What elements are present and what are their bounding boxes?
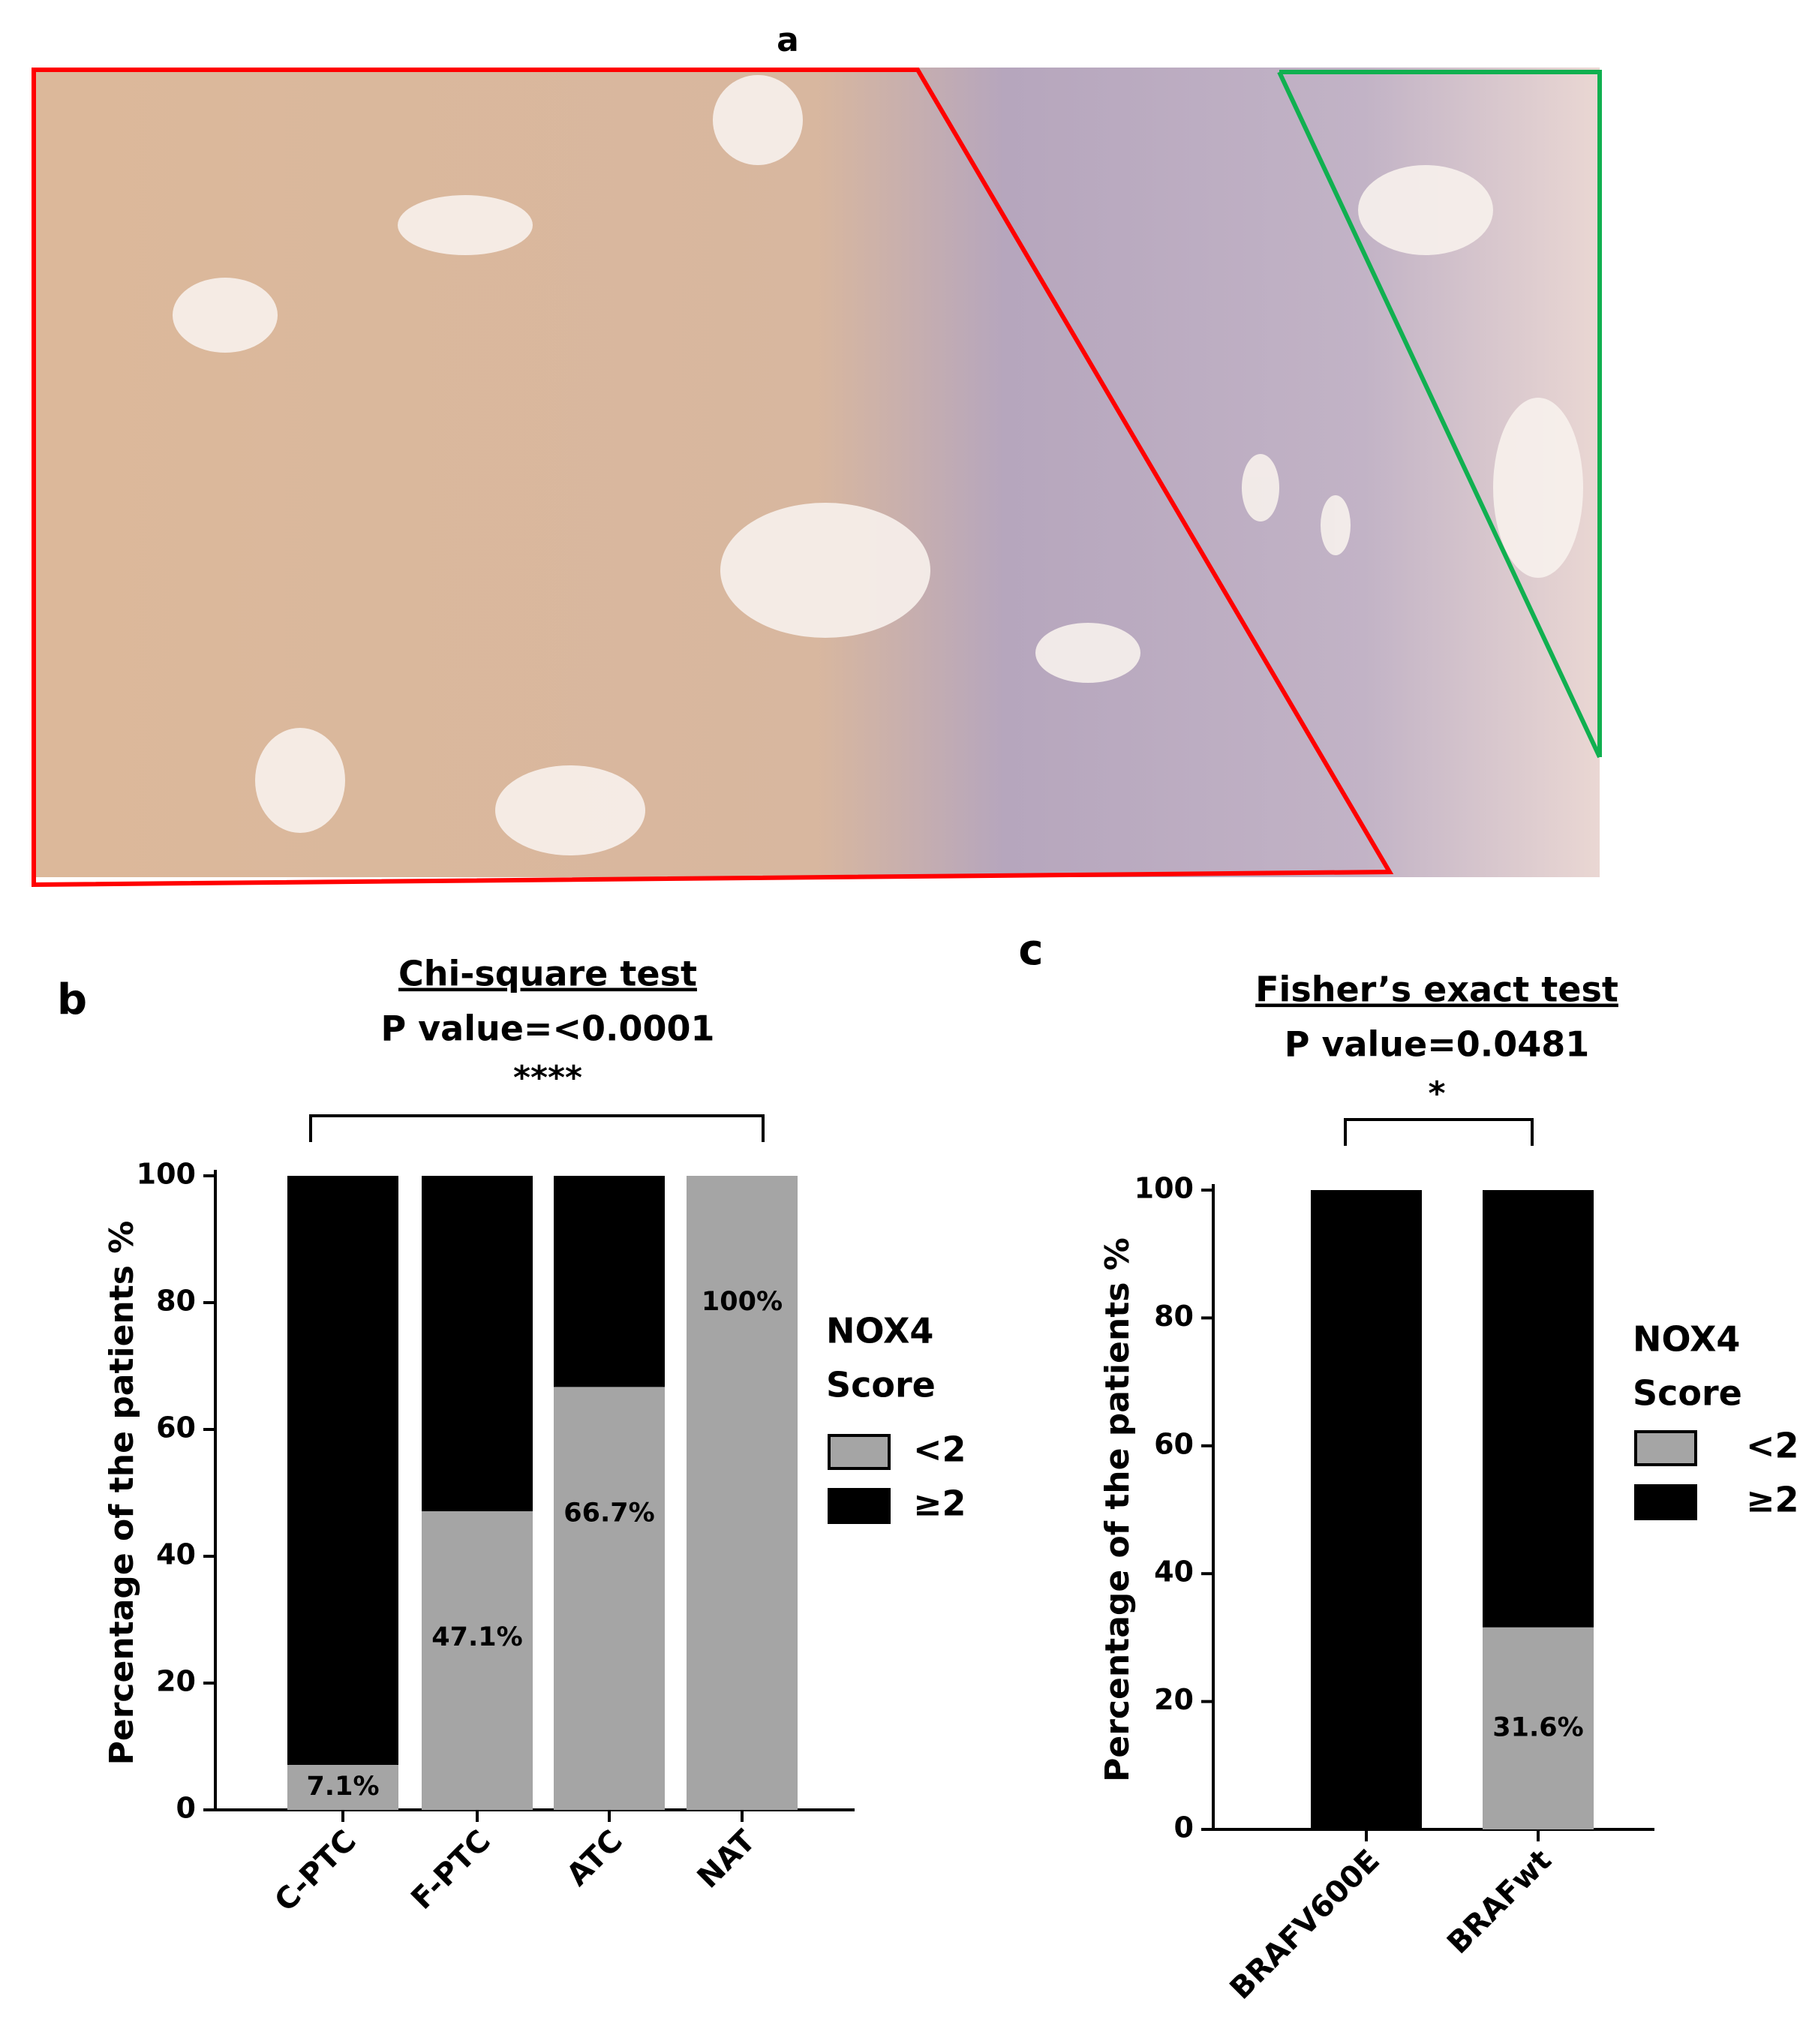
y-tick-label: 100 <box>137 1158 196 1191</box>
y-tick-label: 0 <box>1174 1811 1194 1844</box>
bar-segment <box>422 1176 533 1512</box>
bar-segment <box>422 1511 533 1810</box>
significance-bracket <box>309 1114 765 1142</box>
value-label: 66.7% <box>563 1498 654 1528</box>
legend-swatch <box>828 1434 891 1470</box>
value-label: 47.1% <box>431 1622 522 1652</box>
x-tick-label: NAT <box>691 1823 763 1895</box>
legend-title: Score <box>1633 1373 1742 1414</box>
x-tick-label: BRAFV600E <box>1224 1843 1387 2006</box>
bar-segment <box>1311 1190 1422 1829</box>
y-tick-label: 60 <box>156 1411 196 1444</box>
x-tick-label: C-PTC <box>268 1823 362 1918</box>
bar-segment <box>287 1176 398 1766</box>
legend-title: Score <box>826 1365 936 1405</box>
x-tick-label: BRAFwt <box>1441 1843 1558 1961</box>
histology-image <box>32 68 1602 888</box>
value-label: 92.9% <box>297 1287 388 1317</box>
chart-title: Chi-square test <box>398 954 697 994</box>
bar-segment <box>1483 1190 1594 1628</box>
y-tick-label: 40 <box>1154 1556 1194 1589</box>
value-label: 100% <box>702 1287 783 1317</box>
value-label: 31.6% <box>1492 1712 1583 1742</box>
value-label: 68.4% <box>1492 1302 1583 1332</box>
chart-title: Fisher’s exact test <box>1255 969 1618 1010</box>
significance: **** <box>513 1059 582 1097</box>
y-tick-label: 20 <box>1154 1683 1194 1716</box>
value-label: 100% <box>1326 1302 1407 1332</box>
legend-swatch <box>1634 1430 1697 1466</box>
significance-bracket <box>1344 1118 1534 1146</box>
y-tick-label: 100 <box>1134 1172 1194 1205</box>
legend-label: ≥2 <box>913 1483 966 1524</box>
y-tick-label: 20 <box>156 1665 196 1698</box>
y-tick-label: 40 <box>156 1538 196 1571</box>
legend-title: NOX4 <box>1633 1319 1740 1360</box>
panel-label: a <box>777 21 799 59</box>
y-axis-label: Percentage of the patients % <box>1098 1237 1137 1782</box>
value-label: 7.1% <box>306 1772 379 1802</box>
value-label: 52.9% <box>431 1287 522 1317</box>
significance: * <box>1428 1075 1445 1113</box>
panel-label: b <box>57 975 87 1024</box>
bar-segment <box>554 1176 665 1387</box>
chart-subtitle: P value=0.0481 <box>1285 1024 1590 1065</box>
y-tick-label: 80 <box>156 1285 196 1318</box>
bar-segment <box>287 1765 398 1810</box>
legend-label: <2 <box>913 1429 966 1470</box>
legend-label: ≥2 <box>1746 1480 1799 1520</box>
y-tick-label: 80 <box>1154 1300 1194 1333</box>
legend-swatch <box>1634 1484 1697 1520</box>
y-axis-label: Percentage of the patients % <box>103 1221 141 1766</box>
chart-subtitle: P value=<0.0001 <box>380 1008 714 1049</box>
y-tick-label: 60 <box>1154 1427 1194 1460</box>
bar-segment <box>554 1387 665 1810</box>
bar-segment <box>1483 1627 1594 1829</box>
legend-label: <2 <box>1746 1426 1799 1466</box>
x-tick-label: F-PTC <box>404 1823 497 1916</box>
value-label: 33.3% <box>563 1266 654 1296</box>
x-tick-label: ATC <box>560 1823 630 1892</box>
legend-swatch <box>828 1488 891 1524</box>
bar-segment <box>687 1176 798 1810</box>
y-tick-label: 0 <box>176 1792 196 1825</box>
panel-label: c <box>1018 926 1043 975</box>
legend-title: NOX4 <box>826 1311 933 1351</box>
